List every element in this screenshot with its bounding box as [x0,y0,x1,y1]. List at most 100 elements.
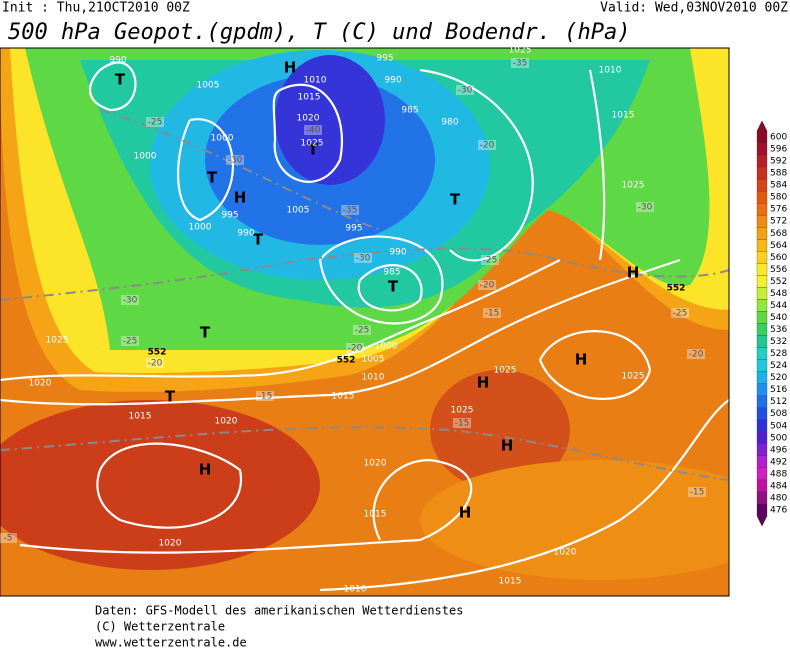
colorbar-segment [756,491,768,505]
colorbar-label: 480 [770,493,787,503]
colorbar-end [756,120,768,132]
colorbar-label: 516 [770,385,787,395]
colorbar-label: 504 [770,421,787,431]
colorbar-segment [756,287,768,300]
footer-copyright: (C) Wetterzentrale [95,620,225,634]
isobar-label: 1000 [375,342,398,352]
temperature-label: -15 [258,392,273,402]
temperature-label-bg [353,325,371,335]
colorbar-label: 484 [770,481,787,491]
temperature-label-bg [478,280,496,290]
colorbar-segment [756,311,768,324]
colorbar-segment [756,130,768,144]
colorbar-label: 600 [770,133,787,143]
temperature-label: -15 [455,419,470,429]
temperature-label-bg [226,155,244,165]
temperature-label: -25 [148,118,163,128]
temperature-label-bg [346,343,364,353]
colorbar-segment [756,431,768,444]
isobar-label: 1025 [451,406,474,416]
temperature-label: -35 [343,206,358,216]
geopotential-label: 552 [667,284,686,294]
temperature-label: -30 [356,254,371,264]
map-title: 500 hPa Geopot.(gpdm), T (C) und Bodendr… [8,20,631,45]
temperature-label: -20 [480,281,495,291]
temperature-label: -15 [690,488,705,498]
temperature-label-bg [146,358,164,368]
colorbar-segment [756,154,768,168]
pressure-center: T [207,169,218,187]
temperature-label: -20 [148,359,163,369]
temperature-label-bg [0,533,17,543]
isobar-label: 1020 [159,539,182,549]
isobar-label: 1020 [29,379,52,389]
isobar-label: 985 [383,268,400,278]
temperature-label-bg [146,117,164,127]
pressure-center: H [284,59,297,77]
isobar-label: 990 [384,76,401,86]
temperature-label: -5 [4,534,13,544]
isobar-label: 1015 [298,93,321,103]
temperature-label-bg [636,202,654,212]
temperature-label-bg [483,308,501,318]
isobar-label: 1025 [494,366,517,376]
colorbar-segment [756,251,768,264]
colorbar-label: 584 [770,181,787,191]
colorbar-label: 592 [770,157,787,167]
isobar-label: 1015 [364,510,387,520]
isobar-label: 1005 [287,206,310,216]
colorbar-segment [756,275,768,288]
footer-source: Daten: GFS-Modell des amerikanischen Wet… [95,604,463,618]
colorbar-segment [756,142,768,156]
isobar-label: 1000 [189,223,212,233]
isobar-label: 990 [389,248,406,258]
pressure-center: T [450,191,461,209]
temperature-label-bg [453,418,471,428]
colorbar-label: 492 [770,457,787,467]
colorbar-label: 556 [770,265,787,275]
colorbar-end [756,515,768,527]
colorbar-segment [756,215,768,228]
geopotential-label: 552 [337,356,356,366]
isobar-label: 1025 [46,336,69,346]
colorbar-label: 528 [770,349,787,359]
colorbar-label: 488 [770,469,787,479]
temperature-label-bg [481,255,499,265]
pressure-center: T [165,388,176,406]
isobar-label: 1015 [129,412,152,422]
colorbar-segment [756,178,768,192]
temperature-label-bg [121,295,139,305]
pressure-center: H [199,461,212,479]
pressure-center: T [115,71,126,89]
isobar-label: 1020 [364,459,387,469]
colorbar: 600 596 592 588 584 580 576 572 568 564 560 556 552 5… [756,120,787,527]
colorbar-segment [756,359,768,372]
temperature-label-bg [341,205,359,215]
colorbar-label: 500 [770,433,787,443]
colorbar-label: 532 [770,337,787,347]
valid-time: Valid: Wed,03NOV2010 00Z [600,1,788,16]
temperature-label: -30 [228,156,243,166]
colorbar-label: 496 [770,445,787,455]
pressure-center: T [308,141,319,159]
isobar-label: 985 [401,106,418,116]
colorbar-segment [756,323,768,336]
isobar-label: 1010 [304,76,327,86]
pressure-center: T [253,231,264,249]
isobar-label: 1015 [612,111,635,121]
temperature-label: -35 [513,59,528,69]
colorbar-label: 580 [770,193,787,203]
colorbar-label: 588 [770,169,787,179]
temperature-label: -25 [355,326,370,336]
isobar-label: 980 [441,118,458,128]
pressure-center: T [200,324,211,342]
temperature-label-bg [304,125,322,135]
isobar-label: 1025 [301,139,324,149]
colorbar-segment [756,227,768,240]
pressure-center: H [234,189,247,207]
temperature-label: -25 [673,309,688,319]
temperature-label: -30 [458,86,473,96]
temperature-label: -30 [638,203,653,213]
